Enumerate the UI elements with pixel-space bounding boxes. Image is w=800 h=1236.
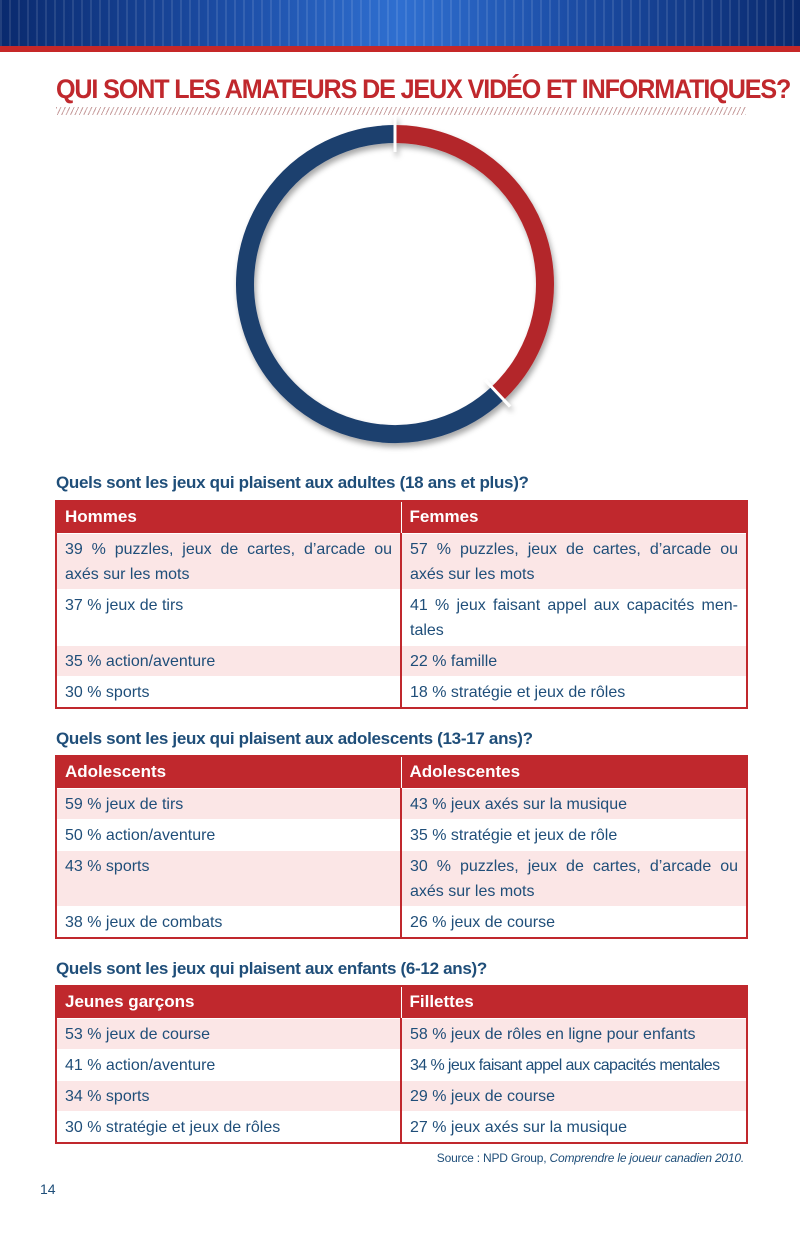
column-header-femmes: Femmes (400, 501, 747, 533)
page-number: 14 (40, 1181, 56, 1197)
table-row: 43 % sports 30 % puzzles, jeux de cartes… (56, 849, 747, 906)
donut-slice-1 (394, 125, 554, 400)
title-underline-hatch (56, 107, 746, 115)
table-cell: 50 % action/aventure (56, 818, 401, 850)
top-banner (0, 0, 800, 46)
section-heading-children: Quels sont les jeux qui plaisent aux enf… (56, 959, 487, 978)
page-title: QUI SONT LES AMATEURS DE JEUX VIDÉO ET I… (56, 74, 791, 104)
table-cell: 39 % puzzles, jeux de cartes, d’arcade o… (56, 532, 401, 589)
table-cell: 58 % jeux de rôles en ligne pour enfants (400, 1017, 747, 1049)
table-cell: 30 % puzzles, jeux de cartes, d’arcade o… (400, 849, 747, 906)
table-row: 35 % action/aventure 22 % famille (56, 644, 747, 676)
table-row: 41 % action/aventure 34 % jeux faisant a… (56, 1048, 747, 1080)
source-citation: Source : NPD Group, Comprendre le joueur… (437, 1151, 744, 1165)
table-cell: 18 % stratégie et jeux de rôles (400, 675, 747, 708)
table-cell: 30 % sports (56, 675, 401, 708)
table-cell: 27 % jeux axés sur la musique (400, 1110, 747, 1143)
table-teens: Adolescents Adolescentes 59 % jeux de ti… (55, 755, 748, 939)
section-heading-teens: Quels sont les jeux qui plaisent aux ado… (56, 729, 533, 748)
column-header-fillettes: Fillettes (400, 986, 747, 1018)
section-heading-adults: Quels sont les jeux qui plaisent aux adu… (56, 473, 529, 492)
table-row: 59 % jeux de tirs 43 % jeux axés sur la … (56, 787, 747, 819)
column-header-adolescents: Adolescents (56, 756, 401, 788)
table-row: 37 % jeux de tirs 41 % jeux faisant appe… (56, 588, 747, 645)
table-cell: 43 % jeux axés sur la musique (400, 787, 747, 819)
table-cell: 34 % sports (56, 1079, 401, 1111)
table-row: 39 % puzzles, jeux de cartes, d’arcade o… (56, 532, 747, 589)
source-prefix: Source : NPD Group, (436, 1151, 550, 1165)
table-children: Jeunes garçons Fillettes 53 % jeux de co… (55, 985, 748, 1144)
table-row: 30 % sports 18 % stratégie et jeux de rô… (56, 675, 747, 708)
donut-separator (484, 379, 512, 408)
table-cell: 30 % stratégie et jeux de rôles (56, 1110, 401, 1143)
table-cell: 34 % jeux faisant appel aux capacités me… (400, 1048, 747, 1080)
donut-slice-2 (236, 125, 504, 443)
table-cell: 22 % famille (400, 644, 747, 676)
table-cell: 37 % jeux de tirs (56, 588, 401, 645)
table-cell: 53 % jeux de course (56, 1017, 401, 1049)
table-row: 50 % action/aventure 35 % stratégie et j… (56, 818, 747, 850)
table-cell: 57 % puzzles, jeux de cartes, d’arcade o… (400, 532, 747, 589)
table-row: 38 % jeux de combats 26 % jeux de course (56, 905, 747, 938)
top-red-stripe (0, 46, 800, 52)
table-cell: 59 % jeux de tirs (56, 787, 401, 819)
table-row: 34 % sports 29 % jeux de course (56, 1079, 747, 1111)
column-header-hommes: Hommes (56, 501, 401, 533)
table-cell: 35 % stratégie et jeux de rôle (400, 818, 747, 850)
table-row: 30 % stratégie et jeux de rôles 27 % jeu… (56, 1110, 747, 1143)
table-cell: 35 % action/aventure (56, 644, 401, 676)
column-header-jeunes-garcons: Jeunes garçons (56, 986, 401, 1018)
table-cell: 41 % action/aventure (56, 1048, 401, 1080)
donut-chart (236, 116, 554, 443)
table-cell: 41 % jeux faisant appel aux capacités me… (400, 588, 747, 645)
table-row: 53 % jeux de course 58 % jeux de rôles e… (56, 1017, 747, 1049)
table-cell: 29 % jeux de course (400, 1079, 747, 1111)
table-cell: 38 % jeux de combats (56, 905, 401, 938)
column-header-adolescentes: Adolescentes (400, 756, 747, 788)
table-cell: 43 % sports (56, 849, 401, 906)
source-title: Comprendre le joueur canadien 2010. (549, 1151, 745, 1165)
table-cell: 26 % jeux de course (400, 905, 747, 938)
table-adults: Hommes Femmes 39 % puzzles, jeux de cart… (55, 500, 748, 709)
